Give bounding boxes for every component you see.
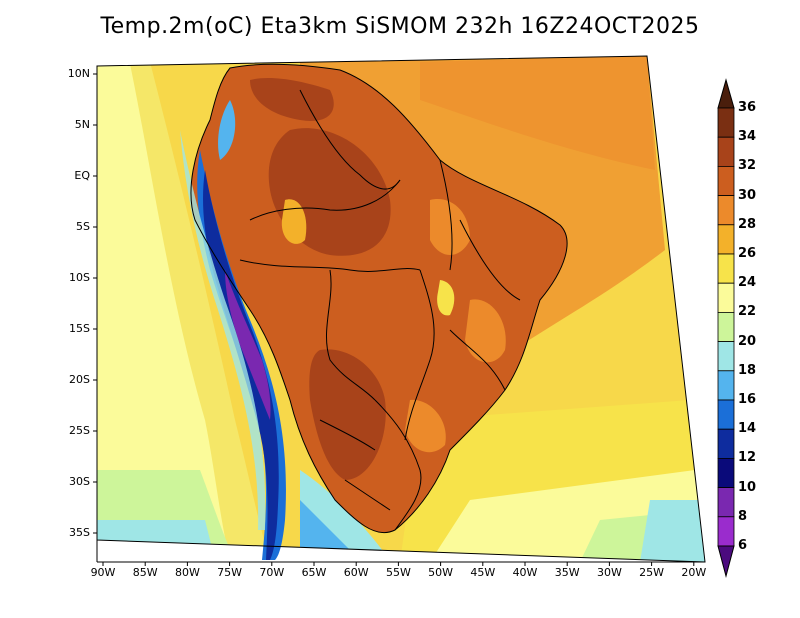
colorbar-segment <box>717 370 735 401</box>
colorbar-segment <box>717 487 735 518</box>
x-tick-label: 45W <box>470 566 496 579</box>
colorbar-label: 8 <box>738 508 748 524</box>
y-tick-label: 25S <box>69 424 90 437</box>
x-tick-label: 20W <box>681 566 707 579</box>
colorbar-segment <box>717 457 735 488</box>
x-tick-label: 55W <box>385 566 411 579</box>
colorbar-label: 6 <box>738 538 748 553</box>
y-tick-label: EQ <box>74 169 90 182</box>
country-borders <box>190 63 568 534</box>
colorbar-label: 28 <box>738 216 757 232</box>
colorbar-label: 14 <box>738 421 757 437</box>
colorbar-label: 26 <box>738 246 757 261</box>
x-tick-label: 70W <box>259 566 285 579</box>
colorbar-label: 34 <box>738 129 757 145</box>
colorbar-segment <box>717 224 735 255</box>
colorbar-label: 16 <box>738 392 757 407</box>
x-tick-label: 35W <box>554 566 580 579</box>
x-tick-label: 65W <box>301 566 327 579</box>
colorbar-segment <box>717 107 735 138</box>
colorbar-label: 32 <box>738 158 757 174</box>
y-tick-label: 5S <box>76 220 90 233</box>
y-tick-label: 20S <box>69 373 90 386</box>
y-tick-label: 15S <box>69 322 90 335</box>
colorbar-label: 18 <box>738 362 757 378</box>
colorbar-label: 24 <box>738 275 757 291</box>
tick-marks <box>93 73 695 566</box>
y-tick-label: 5N <box>74 118 90 131</box>
colorbar <box>717 78 735 578</box>
colorbar-segment <box>717 136 735 167</box>
map-title: Temp.2m(oC) Eta3km SiSMOM 232h 16Z24OCT2… <box>100 14 700 39</box>
colorbar-label: 36 <box>738 100 757 115</box>
x-tick-label: 30W <box>596 566 622 579</box>
colorbar-label: 30 <box>738 187 757 203</box>
x-tick-label: 85W <box>132 566 158 579</box>
x-tick-label: 80W <box>174 566 200 579</box>
x-tick-label: 75W <box>217 566 243 579</box>
x-tick-label: 50W <box>428 566 454 579</box>
colorbar-label: 12 <box>738 450 757 466</box>
colorbar-segment <box>717 311 735 342</box>
colorbar-label: 22 <box>738 304 757 320</box>
colorbar-segment <box>717 341 735 372</box>
colorbar-label: 20 <box>738 333 757 349</box>
colorbar-label: 10 <box>738 479 757 495</box>
x-tick-label: 90W <box>90 566 116 579</box>
x-tick-label: 25W <box>639 566 665 579</box>
y-tick-label: 30S <box>69 475 90 488</box>
triangle-down-icon <box>717 545 735 578</box>
colorbar-segment <box>717 165 735 196</box>
y-tick-label: 35S <box>69 526 90 539</box>
colorbar-segment <box>717 253 735 284</box>
colorbar-segment <box>717 516 735 547</box>
colorbar-segment <box>717 399 735 430</box>
x-tick-label: 40W <box>512 566 538 579</box>
y-tick-label: 10N <box>67 67 90 80</box>
colorbar-segment <box>717 428 735 459</box>
colorbar-segment <box>717 282 735 313</box>
y-tick-label: 10S <box>69 271 90 284</box>
colorbar-segment <box>717 195 735 226</box>
triangle-up-icon <box>717 78 735 109</box>
x-tick-label: 60W <box>343 566 369 579</box>
